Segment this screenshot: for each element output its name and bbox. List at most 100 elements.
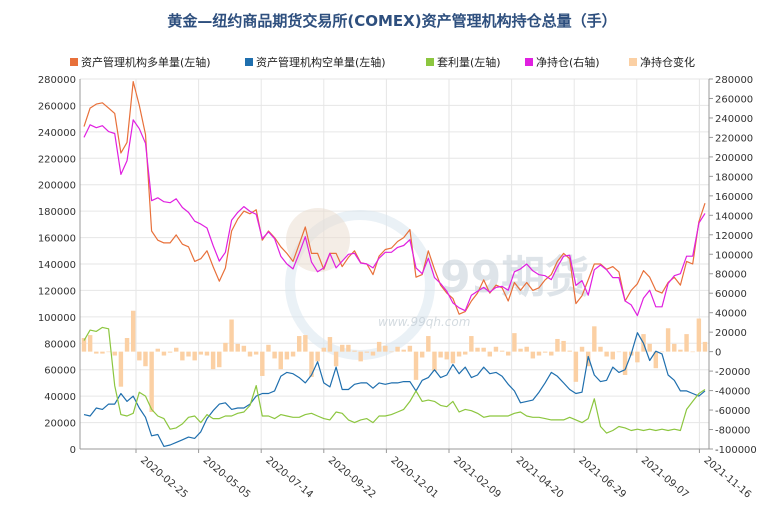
bar <box>106 351 111 353</box>
bar <box>493 346 499 352</box>
left-tick-label: 240000 <box>38 128 76 139</box>
right-tick-label: 100000 <box>715 250 753 261</box>
bar <box>383 345 388 352</box>
bar <box>419 351 425 358</box>
bar <box>198 351 204 355</box>
bar <box>536 351 542 356</box>
bar <box>665 328 671 352</box>
series-line-1 <box>83 332 706 447</box>
watermark-logo: 99期货 www.99qh.com <box>285 208 589 360</box>
bar <box>118 351 124 387</box>
bar <box>401 349 406 352</box>
bar <box>469 336 474 352</box>
legend-swatch <box>245 58 253 66</box>
bar <box>524 346 529 352</box>
bar <box>370 351 376 356</box>
bar <box>217 351 222 368</box>
left-tick-label: 120000 <box>38 286 76 297</box>
right-tick-label: 40000 <box>715 309 747 320</box>
bar <box>100 351 105 354</box>
bar <box>186 351 191 357</box>
right-tick-label: 280000 <box>715 75 753 86</box>
right-tick-label: -20000 <box>715 367 750 378</box>
line-series <box>83 81 706 447</box>
bar <box>542 351 548 353</box>
bar <box>598 346 603 352</box>
bar <box>137 351 142 361</box>
bar <box>499 350 505 352</box>
right-tick-label: 80000 <box>715 270 747 281</box>
bar <box>376 341 382 352</box>
right-tick-label: 60000 <box>715 289 747 300</box>
right-tick-label: 180000 <box>715 172 753 183</box>
bar <box>290 351 296 357</box>
bar <box>333 351 339 367</box>
bar <box>530 351 536 359</box>
bar <box>684 334 689 352</box>
bar <box>426 336 431 352</box>
series-line-0 <box>83 81 706 315</box>
bar <box>315 351 320 362</box>
bar <box>579 346 585 352</box>
bar <box>407 345 413 352</box>
x-tick-label: 2020-02-25 <box>138 455 190 501</box>
bar <box>192 351 197 361</box>
right-tick-label: -100000 <box>715 445 757 456</box>
bar <box>167 351 173 353</box>
legend-swatch <box>70 58 78 66</box>
bar <box>352 350 357 352</box>
bar <box>210 351 216 370</box>
chart-title: 黄金—纽约商品期货交易所(COMEX)资产管理机构持仓总量（手） <box>167 12 617 30</box>
bar <box>573 351 579 382</box>
left-tick-label: 180000 <box>38 207 76 218</box>
bar <box>358 351 363 362</box>
bar <box>296 336 302 352</box>
bar <box>635 351 640 363</box>
legend-label: 资产管理机构空单量(左轴) <box>256 55 386 69</box>
series-line-2 <box>83 326 706 434</box>
bar <box>696 318 702 352</box>
bar <box>112 351 117 356</box>
bar <box>327 337 333 352</box>
bar <box>678 349 683 352</box>
right-tick-label: 20000 <box>715 328 747 339</box>
bar <box>180 351 185 361</box>
right-tick-label: 260000 <box>715 94 753 105</box>
bar <box>278 351 283 370</box>
bar <box>690 351 695 353</box>
bar <box>659 351 665 353</box>
bar <box>81 338 87 352</box>
x-tick-label: 2021-02-09 <box>451 455 503 501</box>
bar <box>87 335 93 352</box>
bar <box>567 350 572 352</box>
series-line-3 <box>83 119 706 317</box>
bar <box>229 319 234 352</box>
bar <box>413 351 419 380</box>
x-tick-label: 2021-06-29 <box>576 455 628 501</box>
left-tick-label: 100000 <box>38 313 76 324</box>
bar <box>506 351 511 356</box>
bar <box>235 343 240 352</box>
bar <box>364 351 370 353</box>
bar <box>456 351 462 357</box>
x-tick-label: 2020-12-01 <box>388 455 440 501</box>
bar <box>549 351 554 356</box>
bar <box>561 340 566 352</box>
right-tick-label: 200000 <box>715 153 753 164</box>
right-tick-label: 0 <box>715 348 721 359</box>
x-tick-label: 2021-09-07 <box>639 455 691 501</box>
bar <box>223 342 228 352</box>
bar <box>124 338 130 352</box>
bar <box>149 351 154 412</box>
bar-series <box>81 310 708 412</box>
bar <box>475 347 480 352</box>
watermark-text: 99期货 <box>440 252 589 303</box>
legend-label: 套利量(左轴) <box>437 55 501 69</box>
bar <box>555 338 560 352</box>
grid-lines <box>80 78 709 450</box>
bar <box>462 351 468 355</box>
right-tick-label: 220000 <box>715 133 753 144</box>
left-tick-label: 60000 <box>44 366 76 377</box>
right-tick-label: 160000 <box>715 192 753 203</box>
